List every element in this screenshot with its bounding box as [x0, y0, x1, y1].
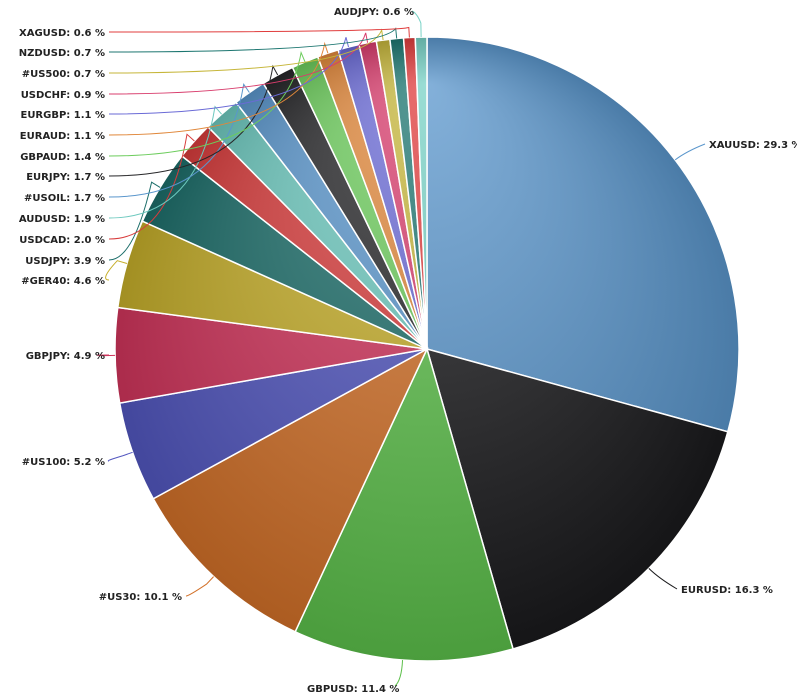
data-label-us500: #US500: 0.7 %	[22, 69, 105, 80]
leader-line-xagusd	[108, 26, 410, 38]
data-label-audusd: AUDUSD: 1.9 %	[19, 214, 105, 225]
leader-line-eurjpy	[108, 64, 279, 177]
data-label-eurjpy: EURJPY: 1.7 %	[26, 172, 105, 183]
leader-line-us30	[185, 576, 214, 597]
leader-line-eurusd	[648, 568, 678, 590]
data-label-us100: #US100: 5.2 %	[22, 457, 105, 468]
data-labels: XAUUSD: 29.3 % EURUSD: 16.3 % GBPUSD: 11.4…	[19, 7, 797, 695]
leader-line-usdchf	[108, 32, 369, 95]
data-label-audjpy: AUDJPY: 0.6 %	[334, 7, 414, 18]
leader-line-usdjpy	[108, 181, 161, 261]
data-label-eurusd: EURUSD: 16.3 %	[681, 585, 773, 596]
data-label-usdchf: USDCHF: 0.9 %	[21, 90, 105, 101]
data-label-nzdusd: NZDUSD: 0.7 %	[19, 48, 105, 59]
pie-slices	[114, 36, 740, 662]
leader-line-audusd	[108, 105, 222, 219]
leader-line-us100	[107, 451, 133, 462]
leader-line-eurgbp	[108, 37, 349, 115]
data-label-xagusd: XAGUSD: 0.6 %	[19, 28, 105, 39]
data-label-eurgbp: EURGBP: 1.1 %	[20, 110, 105, 121]
data-label-usdjpy: USDJPY: 3.9 %	[25, 256, 105, 267]
data-label-gbpjpy: GBPJPY: 4.9 %	[26, 351, 105, 362]
pie-slice-eurusd[interactable]	[425, 347, 729, 650]
leader-line-nzdusd	[108, 27, 398, 53]
leader-lines	[96, 10, 706, 687]
data-label-gbpusd: GBPUSD: 11.4 %	[307, 684, 399, 695]
leader-line-xauusd	[674, 143, 706, 161]
leader-line-gbpjpy	[96, 354, 116, 357]
data-label-xauusd: XAUUSD: 29.3 %	[709, 140, 797, 151]
leader-line-usdcad	[108, 133, 195, 240]
leader-line-gbpaud	[108, 50, 306, 157]
data-label-euraud: EURAUD: 1.1 %	[20, 131, 105, 142]
data-label-gbpaud: GBPAUD: 1.4 %	[20, 152, 105, 163]
data-label-ger40: #GER40: 4.6 %	[21, 276, 105, 287]
leader-line-euraud	[108, 41, 329, 136]
leader-line-usoil	[108, 82, 250, 198]
data-label-usdcad: USDCAD: 2.0 %	[19, 235, 105, 246]
leader-line-gbpusd	[394, 660, 404, 687]
pie-slice-xauusd[interactable]	[426, 36, 740, 433]
leader-line-audjpy	[411, 10, 422, 38]
leader-line-ger40	[105, 260, 128, 281]
data-label-usoil: #USOIL: 1.7 %	[24, 193, 105, 204]
data-label-us30: #US30: 10.1 %	[99, 592, 182, 603]
